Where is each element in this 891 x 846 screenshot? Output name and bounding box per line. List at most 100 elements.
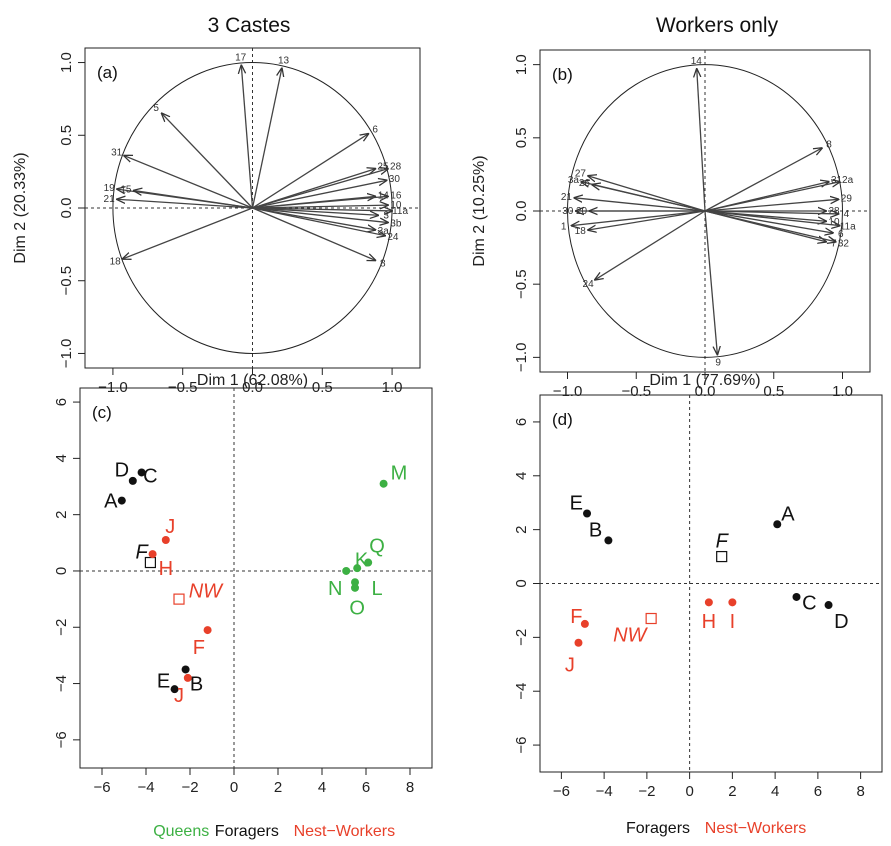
vector-label: 10 xyxy=(390,200,402,211)
centroid-marker xyxy=(645,612,657,625)
x-tick-label: 2 xyxy=(274,779,282,796)
point-label: F xyxy=(135,541,149,563)
y-tick-label: −1.0 xyxy=(513,343,530,373)
y-tick-label: −4 xyxy=(513,683,530,700)
vector-label: 3 xyxy=(383,211,389,222)
vector-label: 26 xyxy=(579,178,591,189)
plot-frame xyxy=(79,387,433,769)
chart-title: 3 Castes xyxy=(208,14,291,37)
vector-label: 19 xyxy=(104,183,116,194)
x-tick-label: −1.0 xyxy=(553,383,583,400)
data-point xyxy=(704,598,713,607)
legend-item: Queens xyxy=(153,823,209,840)
point-label: J xyxy=(174,685,184,707)
point-label: H xyxy=(702,611,716,633)
vector-label: 24 xyxy=(583,279,595,290)
data-point xyxy=(183,673,192,682)
y-tick-label: 0 xyxy=(513,579,530,587)
centroid-marker xyxy=(144,556,156,569)
data-point xyxy=(117,496,126,505)
point-label: A xyxy=(781,503,795,525)
x-axis-label: Dim 1 (77.69%) xyxy=(649,372,760,389)
x-tick-label: 0.5 xyxy=(763,383,784,400)
point-label: B xyxy=(190,674,203,696)
data-point xyxy=(580,619,589,628)
vector-label: 3a xyxy=(568,175,580,186)
variable-vector xyxy=(595,210,706,280)
variable-vector xyxy=(592,185,706,212)
y-tick-label: −0.5 xyxy=(58,266,75,296)
variable-vector xyxy=(117,199,253,209)
data-point xyxy=(364,558,373,567)
vector-label: 31 xyxy=(111,148,123,159)
legend-item: Nest−Workers xyxy=(294,823,396,840)
vector-label: 6 xyxy=(838,229,844,240)
data-point xyxy=(792,592,801,601)
x-tick-label: 0 xyxy=(230,779,238,796)
legend-item: Foragers xyxy=(215,823,279,840)
y-tick-label: −2 xyxy=(513,629,530,646)
point-label: J xyxy=(565,654,575,676)
y-tick-label: −4 xyxy=(53,675,70,692)
variable-vector xyxy=(704,210,717,354)
vector-label: 6 xyxy=(372,125,378,136)
variable-vector xyxy=(252,134,369,209)
x-tick-label: 1.0 xyxy=(832,383,853,400)
data-point xyxy=(128,476,137,485)
data-point xyxy=(773,520,782,529)
x-tick-label: 4 xyxy=(318,779,326,796)
point-label: NW xyxy=(189,581,224,603)
data-point xyxy=(353,564,362,573)
data-point xyxy=(137,468,146,477)
vector-label: 15 xyxy=(120,184,132,195)
vector-label: 5 xyxy=(153,103,159,114)
vector-label: 17 xyxy=(235,52,247,63)
x-tick-label: −0.5 xyxy=(621,383,651,400)
data-point xyxy=(351,583,359,592)
point-label: J xyxy=(165,516,175,538)
y-tick-label: 0.0 xyxy=(58,198,75,219)
vector-label: 20 xyxy=(576,206,588,217)
point-label: D xyxy=(834,611,848,633)
variable-vector xyxy=(574,198,706,212)
variable-vector xyxy=(704,148,822,212)
point-label: Q xyxy=(369,536,385,558)
variable-vector xyxy=(704,211,838,214)
data-point xyxy=(181,665,190,674)
point-label: D xyxy=(115,460,129,482)
x-tick-label: 6 xyxy=(814,783,822,800)
data-point xyxy=(203,626,212,635)
y-tick-label: −0.5 xyxy=(513,269,530,299)
point-label: E xyxy=(157,671,170,693)
data-point xyxy=(728,598,737,607)
vector-label: 18 xyxy=(110,257,122,268)
vector-label: 31 xyxy=(831,175,843,186)
x-tick-label: −2 xyxy=(181,779,198,796)
vector-label: 32 xyxy=(838,238,850,249)
x-tick-label: −6 xyxy=(553,783,570,800)
vector-label: 2a xyxy=(842,175,854,186)
x-tick-label: 6 xyxy=(362,779,370,796)
data-point xyxy=(379,479,388,488)
variable-vector xyxy=(588,210,706,230)
x-tick-label: 0.0 xyxy=(695,383,716,400)
vector-label: 30 xyxy=(389,174,401,185)
legend-item: Foragers xyxy=(626,820,690,837)
chart-title: Workers only xyxy=(656,14,779,37)
y-tick-label: 2 xyxy=(513,525,530,533)
y-axis-label: Dim 2 (10.25%) xyxy=(471,155,488,266)
legend: Queens Foragers Nest−Workers xyxy=(153,823,395,840)
correlation-circle xyxy=(567,64,843,358)
y-axis-label: Dim 2 (20.33%) xyxy=(12,152,29,263)
vector-label: 1 xyxy=(561,221,567,232)
point-label: F xyxy=(570,606,582,628)
x-tick-label: 8 xyxy=(856,783,864,800)
point-label: N xyxy=(328,578,342,600)
y-tick-label: 2 xyxy=(53,510,70,518)
y-tick-label: 0.5 xyxy=(513,127,530,148)
vector-label: 21 xyxy=(104,194,116,205)
variable-vector xyxy=(252,196,388,209)
vector-label: 28 xyxy=(390,162,402,173)
vector-label: 21 xyxy=(561,192,573,203)
legend-item: Nest−Workers xyxy=(705,820,807,837)
